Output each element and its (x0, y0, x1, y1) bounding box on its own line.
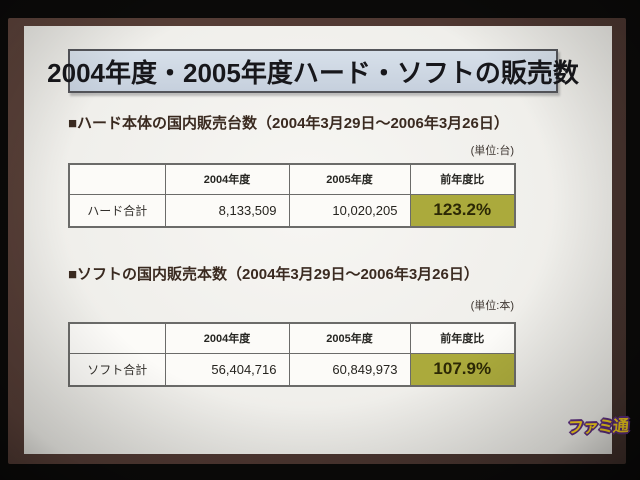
section-heading-software: ■ソフトの国内販売本数（2004年3月29日～2006年3月26日） (68, 266, 479, 283)
header-fy2004: 2004年度 (164, 322, 290, 354)
famitsu-logo: ファミ通 (567, 417, 629, 438)
hardware-sales-table: 2004年度 2005年度 前年度比 ハード合計 8,133,509 10,02… (68, 163, 516, 228)
header-yoy: 前年度比 (409, 163, 516, 195)
unit-label-hardware: (単位:台) (470, 145, 514, 157)
header-fy2004: 2004年度 (164, 163, 290, 195)
slide-title: 2004年度・2005年度ハード・ソフトの販売数 (47, 57, 579, 88)
slide-title-box: 2004年度・2005年度ハード・ソフトの販売数 (47, 49, 579, 93)
table-header-row: 2004年度 2005年度 前年度比 (68, 322, 516, 354)
header-fy2005: 2005年度 (288, 322, 411, 354)
hardware-fy2005-value: 10,020,205 (288, 193, 411, 228)
row-label-software-total: ソフト合計 (68, 352, 166, 387)
presentation-slide: 2004年度・2005年度ハード・ソフトの販売数 ■ハード本体の国内販売台数（2… (24, 26, 629, 454)
software-fy2005-value: 60,849,973 (288, 352, 411, 387)
row-label-hardware-total: ハード合計 (68, 193, 166, 228)
hardware-fy2004-value: 8,133,509 (164, 193, 290, 228)
hardware-yoy-value: 123.2% (409, 193, 516, 228)
software-fy2004-value: 56,404,716 (164, 352, 290, 387)
software-yoy-value: 107.9% (409, 352, 516, 387)
table-row: ハード合計 8,133,509 10,020,205 123.2% (68, 193, 516, 228)
software-sales-table: 2004年度 2005年度 前年度比 ソフト合計 56,404,716 60,8… (68, 322, 516, 387)
header-blank (68, 322, 166, 354)
header-yoy: 前年度比 (409, 322, 516, 354)
header-fy2005: 2005年度 (288, 163, 411, 195)
unit-label-software: (単位:本) (470, 300, 514, 312)
table-header-row: 2004年度 2005年度 前年度比 (68, 163, 516, 195)
header-blank (68, 163, 166, 195)
section-heading-hardware: ■ハード本体の国内販売台数（2004年3月29日～2006年3月26日） (68, 115, 509, 132)
table-row: ソフト合計 56,404,716 60,849,973 107.9% (68, 352, 516, 387)
